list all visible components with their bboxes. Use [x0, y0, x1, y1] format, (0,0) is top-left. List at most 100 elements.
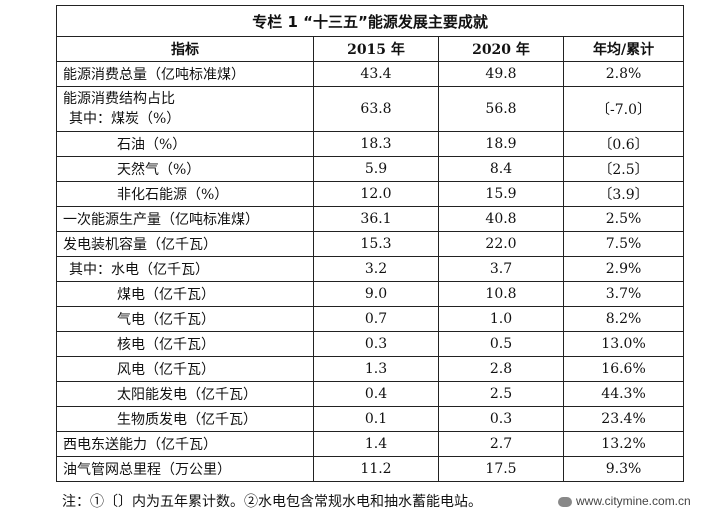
value-v2015: 43.4: [313, 61, 439, 87]
value-change: 23.4%: [562, 406, 685, 432]
table-row: 石油（%） 18.3 18.9 〔0.6〕: [56, 131, 685, 157]
value-change: 2.9%: [562, 256, 685, 282]
value-v2015: 5.9: [313, 156, 439, 182]
value-v2020: 1.0: [438, 306, 564, 332]
value-change: 〔2.5〕: [562, 156, 685, 182]
indicator-name: 西电东送能力（亿千瓦）: [63, 437, 217, 453]
indicator-name: 能源消费结构占比: [63, 91, 175, 107]
citymine-logo-icon: [558, 496, 572, 507]
indicator-name: 其中：水电（亿千瓦）: [69, 262, 209, 278]
indicator-name: 油气管网总里程（万公里）: [63, 462, 231, 478]
value-v2020: 2.8: [438, 356, 564, 382]
table-row: 西电东送能力（亿千瓦） 1.4 2.7 13.2%: [56, 431, 685, 457]
value-change: 8.2%: [562, 306, 685, 332]
table-row: 生物质发电（亿千瓦） 0.1 0.3 23.4%: [56, 406, 685, 432]
value-v2015: 9.0: [313, 281, 439, 307]
value-v2015: 63.8: [313, 86, 439, 132]
value-v2015: 18.3: [313, 131, 439, 157]
table-row: 核电（亿千瓦） 0.3 0.5 13.0%: [56, 331, 685, 357]
value-v2015: 3.2: [313, 256, 439, 282]
indicator-cell: 非化石能源（%）: [56, 181, 314, 207]
indicator-name: 天然气（%）: [117, 162, 201, 178]
table-row: 风电（亿千瓦） 1.3 2.8 16.6%: [56, 356, 685, 382]
value-v2015: 0.1: [313, 406, 439, 432]
indicator-cell: 天然气（%）: [56, 156, 314, 182]
indicator-name: 石油（%）: [117, 137, 187, 153]
table-row: 气电（亿千瓦） 0.7 1.0 8.2%: [56, 306, 685, 332]
table-title: 专栏 1 “十三五”能源发展主要成就: [55, 5, 685, 37]
value-change: 13.2%: [562, 431, 685, 457]
table-row: 油气管网总里程（万公里） 11.2 17.5 9.3%: [56, 456, 685, 482]
indicator-cell: 西电东送能力（亿千瓦）: [56, 431, 314, 457]
value-change: 16.6%: [562, 356, 685, 382]
indicator-cell: 煤电（亿千瓦）: [56, 281, 314, 307]
value-v2015: 0.7: [313, 306, 439, 332]
watermark: www.citymine.com.cn: [558, 494, 691, 508]
value-v2020: 10.8: [438, 281, 564, 307]
value-change: 〔-7.0〕: [562, 86, 685, 132]
value-v2020: 22.0: [438, 231, 564, 257]
table-row: 煤电（亿千瓦） 9.0 10.8 3.7%: [56, 281, 685, 307]
indicator-cell: 油气管网总里程（万公里）: [56, 456, 314, 482]
indicator-cell: 太阳能发电（亿千瓦）: [56, 381, 314, 407]
value-v2020: 49.8: [438, 61, 564, 87]
table-row: 能源消费总量（亿吨标准煤） 43.4 49.8 2.8%: [56, 61, 685, 87]
header-change: 年均/累计: [562, 36, 685, 62]
indicator-name: 非化石能源（%）: [117, 187, 229, 203]
value-v2020: 2.5: [438, 381, 564, 407]
indicator-cell: 生物质发电（亿千瓦）: [56, 406, 314, 432]
value-change: 44.3%: [562, 381, 685, 407]
value-change: 3.7%: [562, 281, 685, 307]
indicator-name: 风电（亿千瓦）: [117, 362, 215, 378]
indicator-name: 煤电（亿千瓦）: [117, 287, 215, 303]
indicator-name: 一次能源生产量（亿吨标准煤）: [63, 212, 259, 228]
table-row: 其中：水电（亿千瓦） 3.2 3.7 2.9%: [56, 256, 685, 282]
footnote: 注：①〔〕内为五年累计数。②水电包含常规水电和抽水蓄能电站。: [62, 494, 482, 510]
value-change: 2.5%: [562, 206, 685, 232]
indicator-subname: 其中：煤炭（%）: [69, 111, 181, 127]
value-v2015: 1.3: [313, 356, 439, 382]
table-row: 能源消费结构占比 其中：煤炭（%） 63.8 56.8 〔-7.0〕: [56, 86, 685, 132]
indicator-cell: 其中：水电（亿千瓦）: [56, 256, 314, 282]
value-change: 9.3%: [562, 456, 685, 482]
value-v2015: 11.2: [313, 456, 439, 482]
value-v2015: 0.3: [313, 331, 439, 357]
indicator-name: 核电（亿千瓦）: [117, 337, 215, 353]
indicator-cell: 能源消费结构占比其中：煤炭（%）: [56, 86, 314, 132]
value-v2020: 2.7: [438, 431, 564, 457]
watermark-text: www.citymine.com.cn: [576, 494, 691, 508]
value-v2015: 0.4: [313, 381, 439, 407]
header-2020: 2020 年: [438, 36, 564, 62]
value-v2020: 8.4: [438, 156, 564, 182]
header-indicator: 指标: [56, 36, 314, 62]
value-v2015: 15.3: [313, 231, 439, 257]
table-row: 天然气（%） 5.9 8.4 〔2.5〕: [56, 156, 685, 182]
value-v2020: 0.3: [438, 406, 564, 432]
value-change: 〔3.9〕: [562, 181, 685, 207]
table-row: 太阳能发电（亿千瓦） 0.4 2.5 44.3%: [56, 381, 685, 407]
indicator-name: 发电装机容量（亿千瓦）: [63, 237, 217, 253]
value-v2020: 56.8: [438, 86, 564, 132]
table-row: 一次能源生产量（亿吨标准煤） 36.1 40.8 2.5%: [56, 206, 685, 232]
value-v2020: 18.9: [438, 131, 564, 157]
indicator-cell: 风电（亿千瓦）: [56, 356, 314, 382]
indicator-cell: 石油（%）: [56, 131, 314, 157]
indicator-name: 生物质发电（亿千瓦）: [117, 412, 257, 428]
header-2015: 2015 年: [313, 36, 439, 62]
indicator-cell: 气电（亿千瓦）: [56, 306, 314, 332]
indicator-cell: 发电装机容量（亿千瓦）: [56, 231, 314, 257]
value-change: 2.8%: [562, 61, 685, 87]
value-v2020: 17.5: [438, 456, 564, 482]
value-change: 〔0.6〕: [562, 131, 685, 157]
value-v2020: 0.5: [438, 331, 564, 357]
value-v2015: 36.1: [313, 206, 439, 232]
value-change: 7.5%: [562, 231, 685, 257]
value-v2020: 40.8: [438, 206, 564, 232]
table-row: 非化石能源（%） 12.0 15.9 〔3.9〕: [56, 181, 685, 207]
table-row: 发电装机容量（亿千瓦） 15.3 22.0 7.5%: [56, 231, 685, 257]
indicator-name: 太阳能发电（亿千瓦）: [117, 387, 257, 403]
value-change: 13.0%: [562, 331, 685, 357]
indicator-name: 能源消费总量（亿吨标准煤）: [63, 67, 245, 83]
achievements-table: 专栏 1 “十三五”能源发展主要成就 指标 2015 年 2020 年 年均/累…: [55, 5, 685, 482]
value-v2020: 15.9: [438, 181, 564, 207]
